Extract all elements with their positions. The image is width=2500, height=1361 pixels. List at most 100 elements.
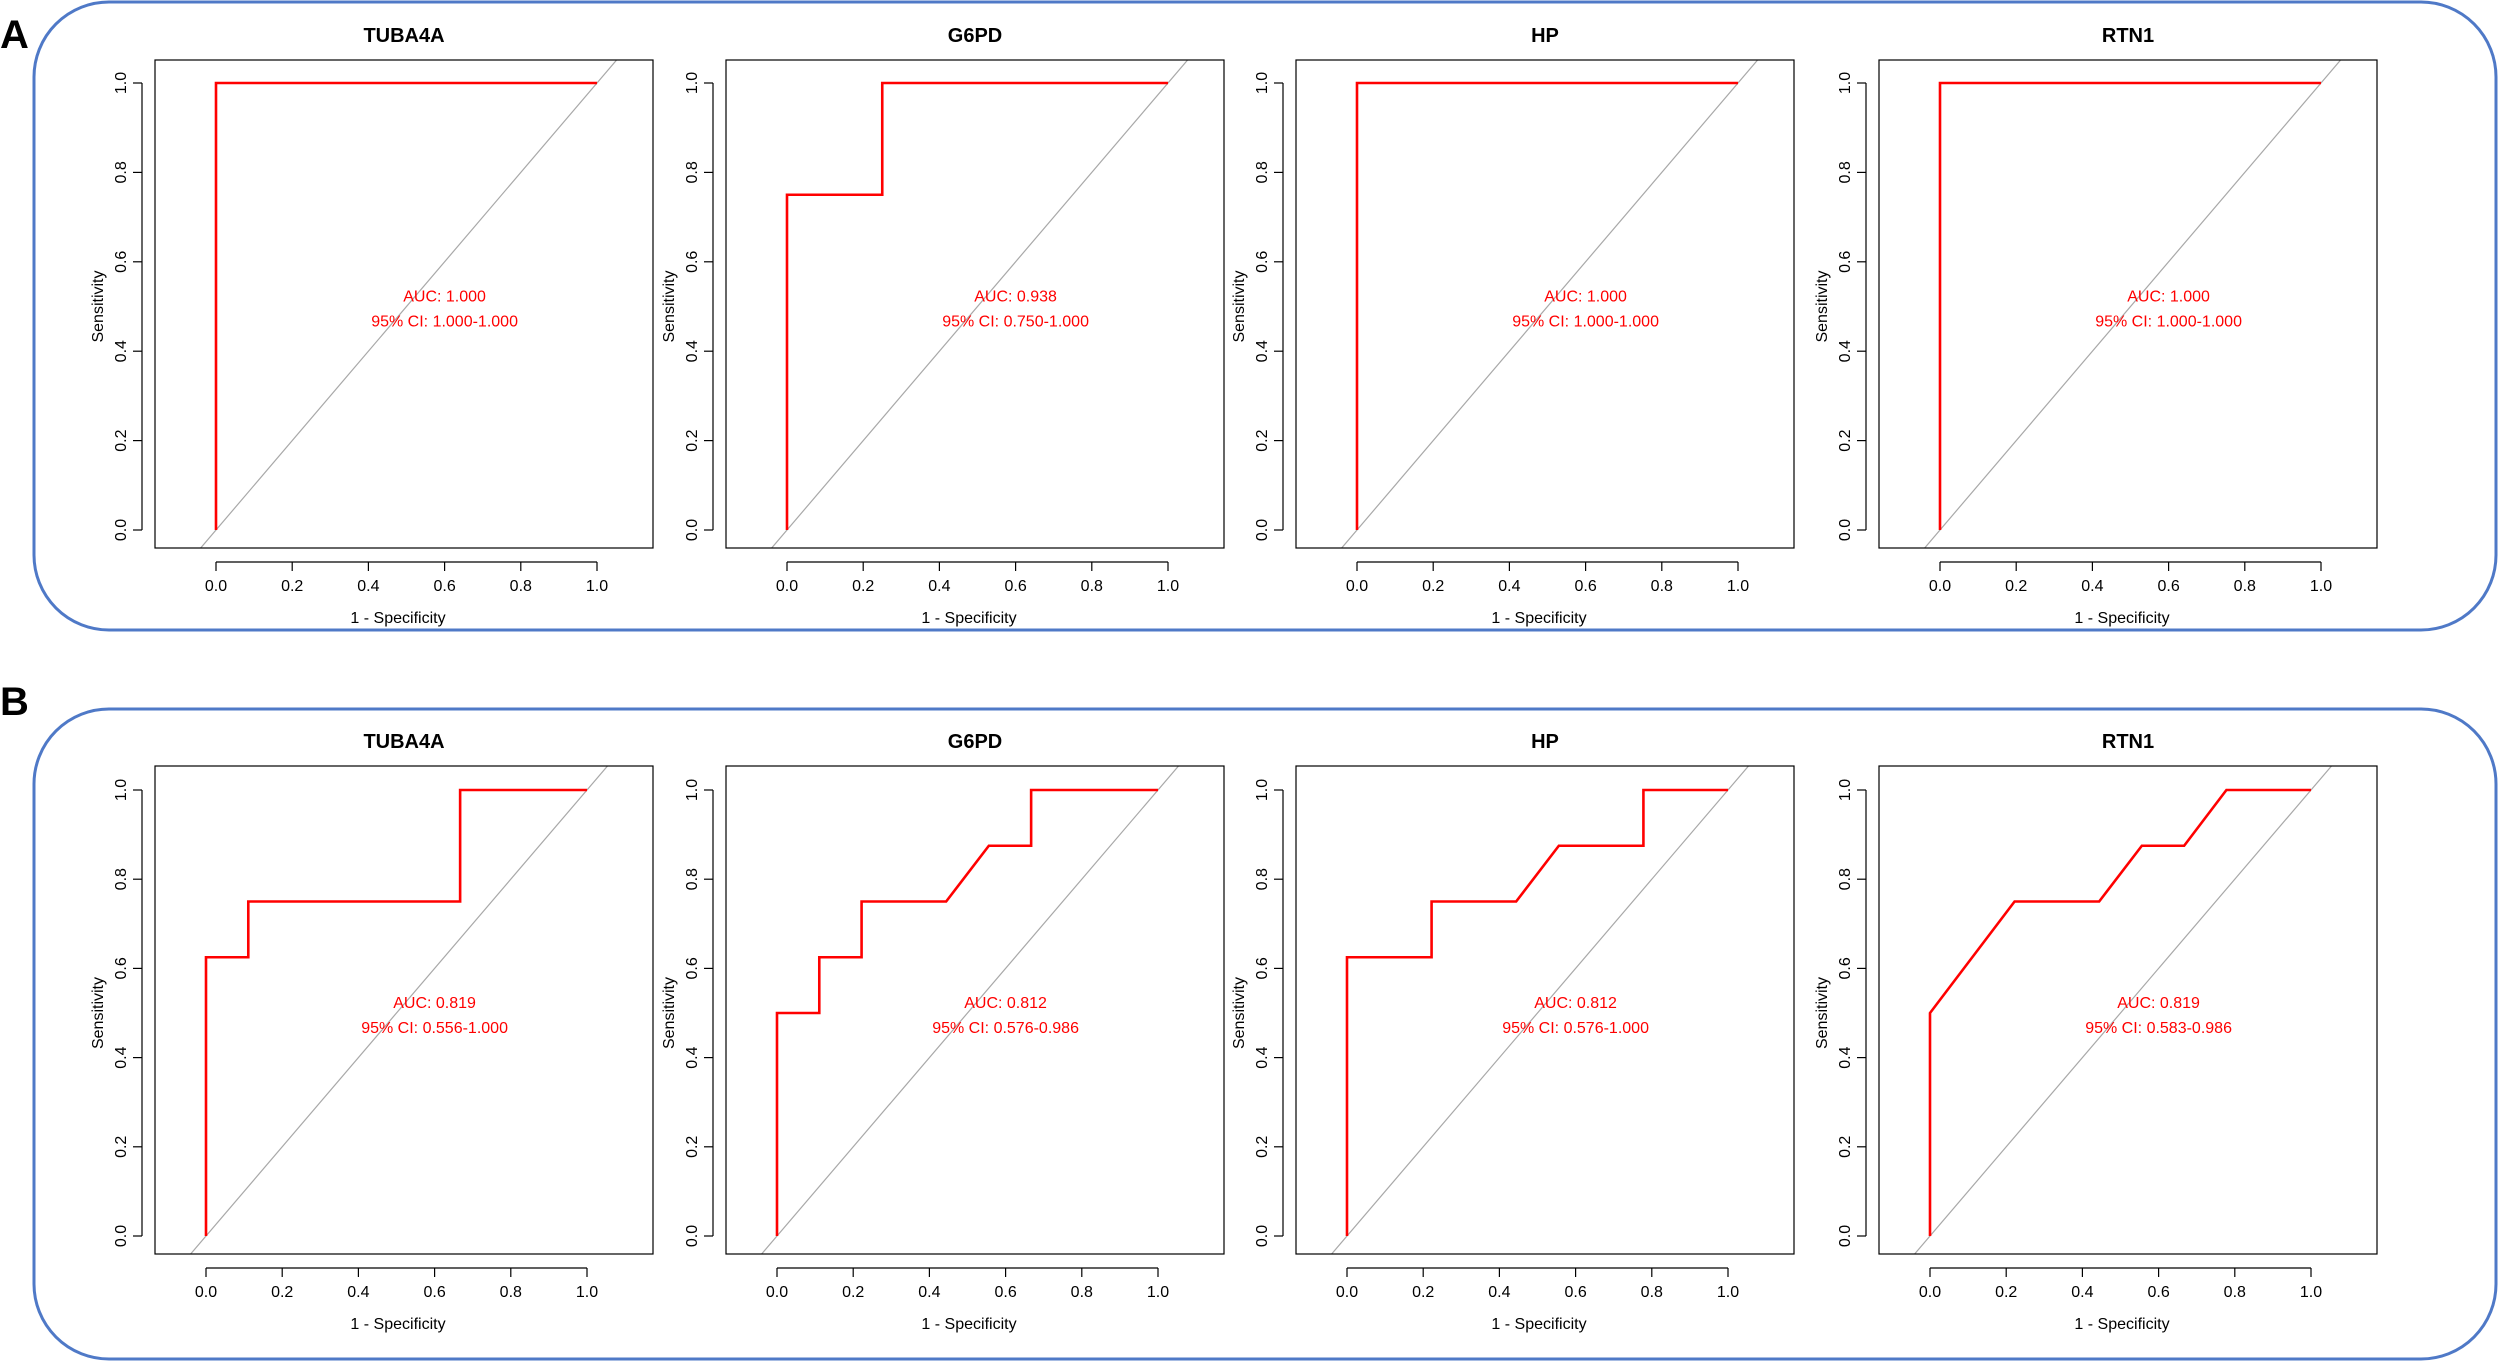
x-tick-label-0-6: 0.6: [1004, 578, 1026, 595]
y-tick-label-0-8: 0.8: [684, 161, 701, 183]
y-tick-label-0-4: 0.4: [684, 1046, 701, 1068]
x-tick-label-0-6: 0.6: [433, 578, 455, 595]
ci-label: 95% CI: 1.000-1.000: [2095, 314, 2242, 331]
y-tick-label-1-0: 1.0: [1837, 72, 1854, 94]
x-tick-label-1-0: 1.0: [1157, 578, 1179, 595]
y-tick-label-1-0: 1.0: [1837, 779, 1854, 801]
y-tick-label-0-6: 0.6: [1254, 957, 1271, 979]
x-tick-label-0-2: 0.2: [271, 1284, 293, 1301]
ci-label: 95% CI: 0.576-0.986: [932, 1020, 1079, 1037]
roc-curve-line: [214, 81, 597, 530]
y-tick-label-0-6: 0.6: [113, 251, 130, 273]
auc-label: AUC: 0.938: [974, 289, 1057, 306]
x-axis-label: 1 - Specificity: [350, 610, 445, 627]
y-tick-label-1-0: 1.0: [113, 72, 130, 94]
y-axis-label: Sensitivity: [90, 270, 107, 342]
x-axis-label: 1 - Specificity: [921, 610, 1016, 627]
y-tick-label-1-0: 1.0: [1254, 72, 1271, 94]
y-tick-label-1-0: 1.0: [1254, 779, 1271, 801]
y-axis-label: Sensitivity: [661, 270, 678, 342]
x-tick-label-1-0: 1.0: [1727, 578, 1749, 595]
auc-label: AUC: 1.000: [403, 289, 486, 306]
roc-chart-a-hp: HP 0.0 0.2 0.4 0.6 0.8 1.0 1 - Specificity 0.0 0.…: [1231, 25, 1795, 627]
y-tick-label-0-0: 0.0: [1254, 1225, 1271, 1247]
y-tick-label-0-4: 0.4: [113, 1046, 130, 1068]
x-tick-label-0-0: 0.0: [1919, 1284, 1941, 1301]
roc-curve-line: [1345, 788, 1728, 1236]
x-tick-label-0-4: 0.4: [2071, 1284, 2093, 1301]
x-tick-label-0-0: 0.0: [776, 578, 798, 595]
chart-title: TUBA4A: [363, 731, 444, 753]
y-tick-label-1-0: 1.0: [113, 779, 130, 801]
x-tick-label-1-0: 1.0: [1717, 1284, 1739, 1301]
x-tick-label-0-2: 0.2: [2005, 578, 2027, 595]
x-tick-label-0-8: 0.8: [510, 578, 532, 595]
auc-label: AUC: 0.812: [1534, 995, 1617, 1012]
plot-frame: [725, 59, 1225, 549]
x-tick-label-1-0: 1.0: [2300, 1284, 2322, 1301]
panel-a-label: A: [0, 13, 29, 57]
x-tick-label-0-6: 0.6: [2147, 1284, 2169, 1301]
roc-curve-line: [1355, 81, 1738, 530]
y-tick-label-0-0: 0.0: [684, 519, 701, 541]
y-tick-label-0-8: 0.8: [113, 868, 130, 890]
x-tick-label-0-8: 0.8: [2224, 1284, 2246, 1301]
y-tick-label-0-2: 0.2: [1837, 1136, 1854, 1158]
panel-a-border: [32, 0, 2498, 632]
roc-curve-line: [785, 81, 1168, 530]
y-tick-label-0-4: 0.4: [1254, 340, 1271, 362]
y-axis-label: Sensitivity: [1814, 270, 1831, 342]
roc-chart-a-rtn1: RTN1 0.0 0.2 0.4 0.6 0.8 1.0 1 - Specificity 0.0…: [1814, 25, 2378, 627]
x-tick-label-0-8: 0.8: [1071, 1284, 1093, 1301]
y-axis-label: Sensitivity: [1231, 977, 1248, 1049]
ci-label: 95% CI: 1.000-1.000: [1512, 314, 1659, 331]
x-tick-label-0-6: 0.6: [1574, 578, 1596, 595]
x-tick-label-1-0: 1.0: [576, 1284, 598, 1301]
auc-label: AUC: 0.819: [2117, 995, 2200, 1012]
x-tick-label-0-4: 0.4: [918, 1284, 940, 1301]
y-tick-label-0-2: 0.2: [684, 429, 701, 451]
roc-chart-b-rtn1: RTN1 0.0 0.2 0.4 0.6 0.8 1.0 1 - Specificity 0.0…: [1814, 731, 2378, 1333]
x-tick-label-0-8: 0.8: [500, 1284, 522, 1301]
plot-frame: [1295, 765, 1795, 1255]
reference-diagonal-line: [760, 766, 1180, 1254]
ci-label: 95% CI: 0.556-1.000: [361, 1020, 508, 1037]
y-tick-label-0-6: 0.6: [684, 251, 701, 273]
ci-label: 95% CI: 0.583-0.986: [2085, 1020, 2232, 1037]
chart-title: HP: [1531, 731, 1559, 753]
x-tick-label-0-0: 0.0: [1346, 578, 1368, 595]
reference-diagonal-line: [1913, 766, 2333, 1254]
x-tick-label-0-0: 0.0: [195, 1284, 217, 1301]
plot-frame: [1878, 59, 2378, 549]
auc-label: AUC: 0.812: [964, 995, 1047, 1012]
chart-title: HP: [1531, 25, 1559, 47]
y-tick-label-0-2: 0.2: [113, 429, 130, 451]
x-axis-label: 1 - Specificity: [2074, 610, 2169, 627]
x-tick-label-0-2: 0.2: [852, 578, 874, 595]
y-tick-label-0-8: 0.8: [1254, 161, 1271, 183]
y-tick-label-0-0: 0.0: [1254, 519, 1271, 541]
x-tick-label-0-8: 0.8: [2234, 578, 2256, 595]
x-tick-label-1-0: 1.0: [2310, 578, 2332, 595]
panel-b-border: [32, 707, 2498, 1361]
panel-b-label: B: [0, 680, 29, 724]
x-tick-label-0-0: 0.0: [1336, 1284, 1358, 1301]
roc-curve-line: [1938, 81, 2321, 530]
roc-chart-b-hp: HP 0.0 0.2 0.4 0.6 0.8 1.0 1 - Specificity 0.0 0.…: [1231, 731, 1795, 1333]
y-tick-label-0-2: 0.2: [1254, 429, 1271, 451]
y-axis-label: Sensitivity: [1814, 977, 1831, 1049]
plot-frame: [154, 765, 654, 1255]
auc-label: AUC: 1.000: [1544, 289, 1627, 306]
y-tick-label-0-4: 0.4: [1837, 1046, 1854, 1068]
x-tick-label-0-4: 0.4: [2081, 578, 2103, 595]
x-tick-label-1-0: 1.0: [1147, 1284, 1169, 1301]
y-tick-label-0-2: 0.2: [1837, 429, 1854, 451]
y-tick-label-0-6: 0.6: [1837, 251, 1854, 273]
y-tick-label-0-2: 0.2: [684, 1136, 701, 1158]
x-tick-label-0-8: 0.8: [1081, 578, 1103, 595]
chart-title: G6PD: [948, 25, 1002, 47]
auc-label: AUC: 0.819: [393, 995, 476, 1012]
y-axis-label: Sensitivity: [661, 977, 678, 1049]
roc-curve-line: [1928, 788, 2311, 1236]
y-axis-label: Sensitivity: [1231, 270, 1248, 342]
